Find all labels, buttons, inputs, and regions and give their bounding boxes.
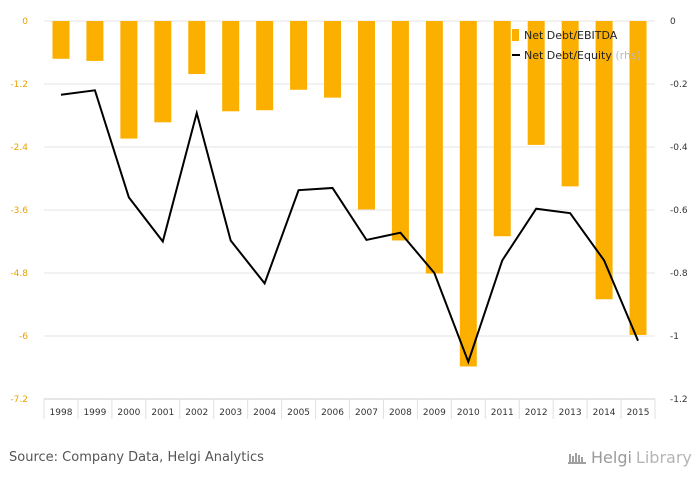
bar: [188, 21, 206, 75]
bar: [120, 21, 138, 139]
x-tick-label: 2002: [185, 408, 208, 418]
x-tick-label: 2006: [321, 408, 344, 418]
legend-label-suffix: (rhs): [612, 49, 641, 62]
source-note: Source: Company Data, Helgi Analytics: [9, 450, 264, 465]
logo-light: Library: [635, 448, 692, 467]
bar: [527, 21, 545, 145]
y-left-tick-label: -7.2: [10, 395, 28, 405]
bar: [86, 21, 104, 61]
y-right-tick-label: -0.4: [670, 143, 688, 153]
bar: [52, 21, 70, 59]
x-tick-label: 2007: [355, 408, 378, 418]
y-left-tick-label: -2.4: [10, 143, 28, 153]
y-left-tick-label: -3.6: [10, 206, 28, 216]
x-tick-label: 2015: [627, 408, 650, 418]
y-left-tick-label: -1.2: [10, 80, 28, 90]
bar: [256, 21, 274, 111]
x-tick-label: 2012: [525, 408, 548, 418]
x-tick-label: 2009: [423, 408, 446, 418]
legend-marker-square: [512, 29, 519, 41]
bar: [154, 21, 172, 123]
bar: [290, 21, 308, 90]
chart: 0 0 -1.2 -0.2 -2.4 -0.4 -3.6 -0.6 -4.8 -0.8 -6 -1 -7…: [10, 17, 688, 419]
bar: [425, 21, 443, 274]
y-left-tick-label: -6: [19, 332, 28, 342]
bar: [222, 21, 240, 112]
bar: [391, 21, 409, 241]
x-tick-label: 2014: [593, 408, 616, 418]
x-tick-label: 2013: [559, 408, 582, 418]
y-right-tick-label: -0.8: [670, 269, 688, 279]
x-tick-label: 1999: [83, 408, 106, 418]
x-tick-label: 2001: [151, 408, 174, 418]
library-logo-icon: [568, 452, 586, 464]
x-tick-label: 2008: [389, 408, 412, 418]
bar: [357, 21, 375, 210]
y-right-tick-label: -0.2: [670, 80, 688, 90]
x-tick-label: 2003: [219, 408, 242, 418]
bar: [595, 21, 613, 300]
series-line: [60, 89, 639, 365]
y-right-tick-label: -1.2: [670, 395, 688, 405]
y-right-tick-label: -0.6: [670, 206, 688, 216]
legend-label: Net Debt/Equity (rhs): [524, 49, 641, 62]
y-left-tick-label: 0: [22, 17, 28, 27]
bar: [561, 21, 579, 187]
bar: [324, 21, 342, 98]
logo-bold: Helgi: [591, 448, 632, 467]
x-tick-label: 2011: [491, 408, 514, 418]
y-right-tick-label: -1: [670, 332, 679, 342]
bar: [493, 21, 511, 237]
x-tick-label: 2004: [253, 408, 276, 418]
legend-label: Net Debt/EBITDA: [524, 29, 618, 42]
x-tick-label: 2005: [287, 408, 310, 418]
legend-label-main: Net Debt/Equity: [524, 49, 612, 62]
x-tick-label: 2000: [117, 408, 140, 418]
helgi-library-logo: Helgi Library: [567, 448, 692, 467]
x-tick-label: 1998: [50, 408, 73, 418]
y-left-tick-label: -4.8: [10, 269, 28, 279]
bar: [459, 21, 477, 367]
bar: [629, 21, 647, 335]
x-tick-label: 2010: [457, 408, 480, 418]
y-right-tick-label: 0: [670, 17, 676, 27]
